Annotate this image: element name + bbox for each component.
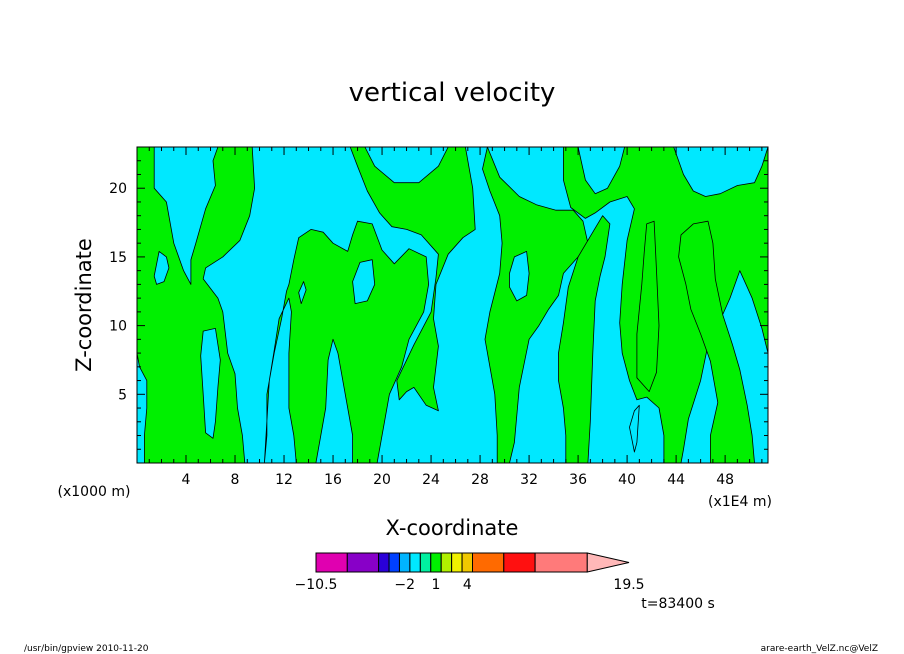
colorbar: −10.5 −2 1 4 19.5 xyxy=(295,552,645,593)
negative-region-island-a xyxy=(200,327,221,439)
colorbar-tick-label: 4 xyxy=(463,577,472,593)
colorbar-tick-label: −2 xyxy=(394,577,415,593)
colorbar-tick-label: 19.5 xyxy=(613,577,644,593)
x-tick-label: 20 xyxy=(373,472,391,488)
y-tick-label: 20 xyxy=(109,181,127,197)
colorbar-bin xyxy=(461,552,474,573)
positive-region-column-7 xyxy=(636,220,660,393)
positive-region-column-4 xyxy=(482,147,589,463)
negative-region-island-b xyxy=(352,259,376,305)
colorbar-arrow xyxy=(586,552,630,573)
colorbar-bin xyxy=(398,552,411,573)
colorbar-bin xyxy=(409,552,421,573)
negative-region-island-c xyxy=(509,250,530,302)
footer-left-text: /usr/bin/gpview 2010-11-20 xyxy=(24,644,149,654)
colorbar-bin xyxy=(472,552,505,573)
negative-region-island-f xyxy=(298,281,307,305)
chart-title: vertical velocity xyxy=(349,78,556,108)
x-unit-left-label: (x1000 m) xyxy=(58,484,131,500)
colorbar-bin xyxy=(419,552,432,573)
negative-region-island-d xyxy=(153,250,170,285)
x-tick-label: 12 xyxy=(275,472,293,488)
colorbar-bin xyxy=(534,552,588,573)
x-tick-label: 16 xyxy=(324,472,342,488)
y-tick-label: 15 xyxy=(109,250,127,266)
colorbar-bin xyxy=(315,552,348,573)
colorbar-bin xyxy=(430,552,442,573)
colorbar-bin xyxy=(378,552,390,573)
positive-region-column-6 xyxy=(558,215,611,463)
colorbar-bin xyxy=(388,552,400,573)
x-tick-label: 8 xyxy=(231,472,240,488)
x-tick-label: 32 xyxy=(520,472,538,488)
negative-region-island-e xyxy=(629,404,640,453)
positive-region-column-2 xyxy=(263,220,430,463)
x-tick-label: 36 xyxy=(569,472,587,488)
x-unit-right-label: (x1E4 m) xyxy=(708,494,772,510)
x-tick-label: 28 xyxy=(471,472,489,488)
velocity-field xyxy=(137,147,768,463)
y-tick-label: 5 xyxy=(118,387,127,403)
y-axis-title: Z-coordinate xyxy=(72,238,96,372)
colorbar-bin xyxy=(451,552,463,573)
x-tick-label: 48 xyxy=(716,472,734,488)
x-axis-title: X-coordinate xyxy=(386,516,519,540)
colorbar-bin xyxy=(503,552,536,573)
time-label: t=83400 s xyxy=(641,596,715,612)
colorbar-bin xyxy=(346,552,380,573)
footer-right-text: arare-earth_VelZ.nc@VelZ xyxy=(761,644,878,654)
positive-region-column-3 xyxy=(349,147,476,412)
x-tick-label: 24 xyxy=(422,472,440,488)
x-tick-label: 4 xyxy=(182,472,191,488)
x-tick-label: 44 xyxy=(667,472,685,488)
colorbar-tick-label: 1 xyxy=(432,577,441,593)
colorbar-bin xyxy=(440,552,453,573)
plot-frame xyxy=(136,146,769,464)
x-tick-label: 40 xyxy=(618,472,636,488)
positive-region-column-1 xyxy=(137,147,256,463)
y-tick-label: 10 xyxy=(109,319,127,335)
colorbar-tick-label: −10.5 xyxy=(295,577,338,593)
positive-region-column-8 xyxy=(678,220,755,463)
